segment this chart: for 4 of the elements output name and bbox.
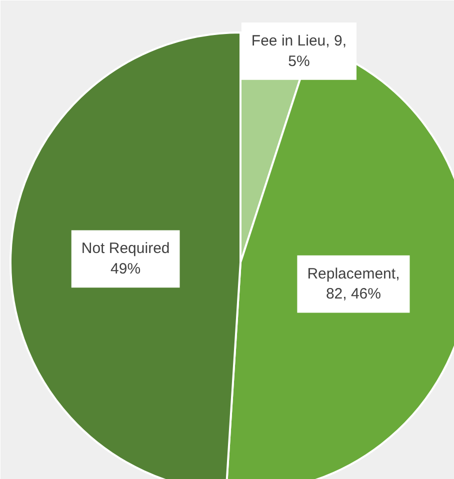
slice-label: Replacement, 82, 46%: [307, 265, 400, 303]
slice-label: Not Required: [81, 240, 170, 258]
data-label: 49%: [110, 260, 141, 278]
slice-label: Fee in Lieu, 9, 5%: [251, 32, 346, 70]
